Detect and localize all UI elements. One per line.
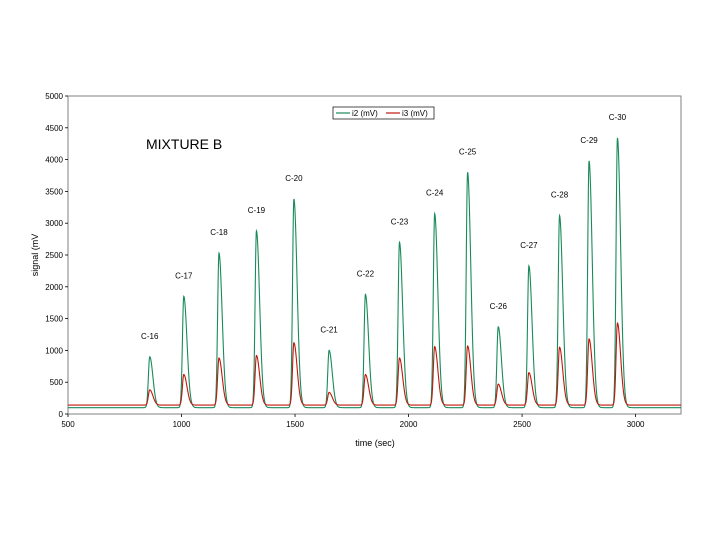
y-tick-label: 2000 bbox=[45, 283, 63, 292]
peak-label: C-19 bbox=[248, 206, 266, 215]
series-line-i2 bbox=[68, 137, 681, 409]
x-tick-label: 2000 bbox=[400, 420, 418, 429]
x-tick-label: 2500 bbox=[513, 420, 531, 429]
x-tick-label: 1500 bbox=[286, 420, 304, 429]
y-tick-label: 4500 bbox=[45, 124, 63, 133]
peak-label: C-17 bbox=[175, 271, 193, 280]
peak-label: C-21 bbox=[320, 325, 338, 334]
x-tick-label: 3000 bbox=[627, 420, 645, 429]
peak-label: C-22 bbox=[357, 269, 375, 278]
peak-label: C-28 bbox=[551, 191, 569, 200]
y-axis: 0 500 1000 1500 2000 2500 3000 3500 4000 4500 5000 bbox=[45, 92, 68, 419]
peak-label: C-18 bbox=[210, 228, 228, 237]
y-tick-label: 5000 bbox=[45, 92, 63, 101]
peak-label: C-16 bbox=[141, 332, 159, 341]
peak-label: C-25 bbox=[459, 147, 477, 156]
x-axis-title: time (sec) bbox=[355, 438, 395, 448]
series-layer bbox=[68, 137, 681, 409]
chart-title: MIXTURE B bbox=[146, 136, 222, 152]
peak-labels: C-16 C-17 C-18 C-19 C-20 C-21 C-22 C-23 C-24 C-25… bbox=[141, 113, 627, 341]
y-tick-label: 0 bbox=[59, 410, 64, 419]
y-tick-label: 4000 bbox=[45, 156, 63, 165]
plot-area bbox=[67, 95, 682, 415]
legend-label-i3: i3 (mV) bbox=[402, 109, 428, 118]
peak-label: C-20 bbox=[285, 174, 303, 183]
peak-label: C-30 bbox=[609, 113, 627, 122]
y-axis-title: signal (mV bbox=[30, 234, 40, 277]
y-tick-label: 1000 bbox=[45, 346, 63, 355]
y-tick-label: 3500 bbox=[45, 187, 63, 196]
legend-label-i2: i2 (mV) bbox=[352, 109, 378, 118]
peak-label: C-24 bbox=[426, 189, 444, 198]
peak-label: C-23 bbox=[391, 217, 409, 226]
legend: i2 (mV) i3 (mV) bbox=[332, 106, 435, 120]
y-tick-label: 1500 bbox=[45, 315, 63, 324]
legend-box bbox=[332, 106, 435, 120]
peak-label: C-26 bbox=[490, 302, 508, 311]
series-line-i3 bbox=[68, 321, 681, 406]
peak-label: C-29 bbox=[580, 136, 598, 145]
y-tick-label: 2500 bbox=[45, 251, 63, 260]
peak-label: C-27 bbox=[520, 241, 538, 250]
y-tick-label: 500 bbox=[50, 378, 64, 387]
x-tick-label: 1000 bbox=[173, 420, 191, 429]
y-tick-label: 3000 bbox=[45, 219, 63, 228]
x-axis: 500 1000 1500 2000 2500 3000 bbox=[61, 414, 645, 429]
x-tick-label: 500 bbox=[61, 420, 75, 429]
